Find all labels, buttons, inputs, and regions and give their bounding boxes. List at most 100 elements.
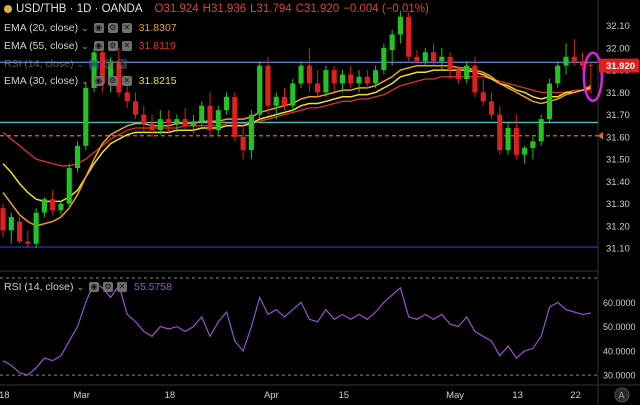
price-tick-label: 31.50 xyxy=(606,155,630,166)
candle-body xyxy=(207,105,213,131)
candle-body xyxy=(439,56,445,62)
close-icon[interactable]: ✕ xyxy=(117,59,127,69)
price-tick-label: 31.60 xyxy=(606,132,630,143)
candle-body xyxy=(513,127,519,155)
candle-body xyxy=(190,121,197,126)
close-icon[interactable]: ✕ xyxy=(121,23,132,33)
close-icon[interactable]: ✕ xyxy=(121,41,132,51)
legend-ema30-label: EMA (30, close) xyxy=(4,75,79,87)
highlight-ellipse xyxy=(582,51,604,103)
candle-body xyxy=(58,203,64,211)
time-tick-label: Mar xyxy=(74,390,90,401)
candle-body xyxy=(588,64,594,66)
candle-body xyxy=(555,65,561,84)
eye-icon[interactable]: ◉ xyxy=(89,282,99,292)
candle-body xyxy=(488,101,495,115)
gear-icon[interactable]: ⚙ xyxy=(107,76,118,86)
close-value: C31.920 xyxy=(295,3,340,15)
candle-body xyxy=(174,119,180,124)
legend-rsi-pane-label: RSI (14, close) xyxy=(4,281,74,293)
time-tick-label: Apr xyxy=(264,390,279,401)
candle-body xyxy=(124,92,130,102)
candle-body xyxy=(248,114,254,151)
gear-icon[interactable]: ⚙ xyxy=(103,282,113,292)
rsi-tick-label: 50.0000 xyxy=(603,322,636,332)
candle-body xyxy=(265,65,271,106)
candle-body xyxy=(505,127,511,151)
ema20-line xyxy=(2,64,592,227)
candle-body xyxy=(331,70,337,84)
ema30-line xyxy=(2,69,592,203)
candle-body xyxy=(240,136,246,151)
price-tick-label: 31.70 xyxy=(606,110,630,121)
candle-body xyxy=(497,114,503,151)
candle-body xyxy=(580,61,586,66)
eye-icon[interactable]: ◉ xyxy=(93,41,104,51)
candle-body xyxy=(472,65,478,93)
chevron-down-icon[interactable]: ⌄ xyxy=(81,40,89,51)
candle-body xyxy=(273,96,279,106)
candle-body xyxy=(25,241,31,244)
candle-body xyxy=(315,83,321,93)
legend-ema20[interactable]: EMA (20, close) ⌄ ◉ ⚙ ✕ 31.8307 xyxy=(4,22,177,34)
gear-icon[interactable]: ⚙ xyxy=(107,41,118,51)
legend-rsi[interactable]: RSI (14, close) ⌄ ◉ ⚙ ✕ 55.5758 xyxy=(4,281,172,293)
price-tick-label: 32.10 xyxy=(606,21,630,32)
candle-body xyxy=(166,119,172,124)
legend-rsi-hidden[interactable]: RSI (14, close) ⌄ ◉ ⚙ ✕ xyxy=(4,58,128,70)
candle-body xyxy=(83,87,89,146)
close-icon[interactable]: ✕ xyxy=(121,76,132,86)
legend-ema55-label: EMA (55, close) xyxy=(4,40,79,52)
chevron-down-icon[interactable]: ⌄ xyxy=(81,22,89,33)
chevron-down-icon[interactable]: ⌄ xyxy=(76,58,84,69)
candle-body xyxy=(546,83,553,120)
legend-ema30[interactable]: EMA (30, close) ⌄ ◉ ⚙ ✕ 31.8215 xyxy=(4,75,177,87)
price-tick-label: 32.00 xyxy=(606,43,630,54)
candle-body xyxy=(530,141,536,149)
candle-body xyxy=(33,212,39,244)
chevron-down-icon[interactable]: ⌄ xyxy=(81,75,89,86)
legend-ema30-value: 31.8215 xyxy=(138,75,177,87)
close-icon[interactable]: ✕ xyxy=(117,282,127,292)
candle-body xyxy=(422,52,428,62)
legend-ema55[interactable]: EMA (55, close) ⌄ ◉ ⚙ ✕ 31.8119 xyxy=(4,40,176,52)
candle-body xyxy=(99,52,105,84)
candle-body xyxy=(141,114,147,124)
candle-body xyxy=(215,110,221,131)
price-tick-label: 31.10 xyxy=(606,244,630,255)
gear-icon[interactable]: ⚙ xyxy=(107,23,118,33)
high-value: H31.936 xyxy=(202,3,247,15)
candle-body xyxy=(339,74,346,84)
legend-ema20-value: 31.8307 xyxy=(138,22,177,34)
candle-body xyxy=(257,65,263,115)
eye-icon[interactable]: ◉ xyxy=(93,76,104,86)
candle-body xyxy=(91,52,97,88)
chevron-down-icon[interactable]: ⌄ xyxy=(76,281,84,292)
candle-body xyxy=(348,74,354,84)
candle-body xyxy=(397,16,403,35)
candle-body xyxy=(538,119,544,142)
change-value: −0.004 (−0.01%) xyxy=(343,3,429,15)
candle-body xyxy=(373,70,379,84)
candle-body xyxy=(157,119,163,131)
symbol-label[interactable]: USD/THB · 1D · OANDA xyxy=(16,3,143,15)
flag-icon xyxy=(4,5,12,13)
candle-body xyxy=(364,76,370,84)
candle-body xyxy=(571,56,577,62)
rsi-tick-label: 30.0000 xyxy=(603,371,636,381)
candle-body xyxy=(406,16,412,57)
eye-icon[interactable]: ◉ xyxy=(93,23,104,33)
gear-icon[interactable]: ⚙ xyxy=(103,59,113,69)
time-tick-label: May xyxy=(446,390,464,401)
eye-icon[interactable]: ◉ xyxy=(89,59,99,69)
candle-body xyxy=(464,65,470,80)
candle-body xyxy=(356,76,362,84)
candle-body xyxy=(389,34,395,51)
candle-body xyxy=(414,56,420,62)
symbol-header: USD/THB · 1D · OANDA O31.924 H31.936 L31… xyxy=(4,3,429,15)
time-tick-label: 18 xyxy=(0,390,10,401)
candle-body xyxy=(132,101,139,115)
candle-body xyxy=(522,148,528,155)
candle-body xyxy=(223,96,230,111)
